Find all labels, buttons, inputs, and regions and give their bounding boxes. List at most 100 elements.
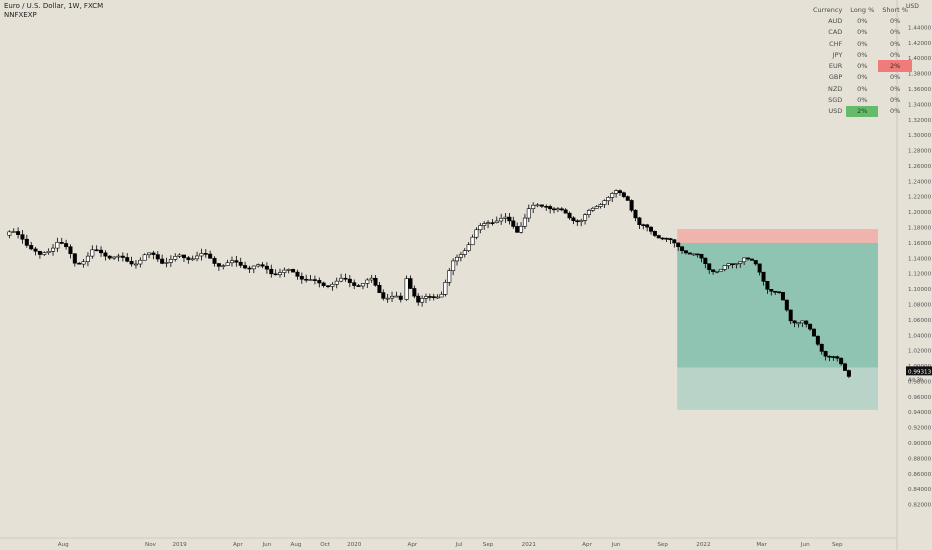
symbol-title[interactable]: Euro / U.S. Dollar, 1W, FXCM — [4, 2, 104, 10]
candle-body — [190, 258, 195, 261]
x-tick-label: Jun — [800, 542, 810, 548]
candle-body — [29, 245, 34, 250]
candle-body — [773, 290, 778, 293]
candle-body — [99, 249, 104, 254]
candle-body — [286, 269, 291, 271]
candle-body — [641, 224, 646, 226]
candle-body — [435, 296, 440, 299]
x-tick-label: 2020 — [347, 542, 362, 548]
candle-body — [277, 272, 282, 276]
candle-body — [544, 205, 549, 208]
candle-body — [614, 190, 619, 194]
short-cell: 2% — [878, 60, 912, 72]
price-axis: USD 1.44000 1.42000 1.40000 1.38000 1.36000 1.… — [896, 0, 932, 550]
table-row: SGD 0% 0% — [809, 94, 912, 105]
candle-body — [482, 223, 487, 226]
indicator-label[interactable]: NNFXEXP — [4, 11, 37, 19]
candle-body — [427, 296, 432, 298]
candle-body — [507, 216, 512, 222]
candle-body — [703, 257, 708, 265]
short-cell: 0% — [889, 107, 901, 116]
candle-body — [229, 260, 234, 264]
candle-body — [707, 263, 712, 271]
candle-body — [238, 261, 243, 266]
candle-body — [431, 296, 436, 298]
short-cell: 0% — [889, 96, 901, 105]
candle-body — [77, 262, 82, 265]
candle-body — [753, 260, 758, 265]
candle-body — [835, 356, 840, 359]
candle-body — [742, 257, 747, 263]
candle-body — [168, 259, 173, 263]
candle-body — [757, 263, 762, 273]
candle-body — [264, 265, 269, 270]
candle-body — [535, 204, 540, 207]
countdown-label: 4d 3h — [908, 377, 923, 383]
candle-body — [555, 208, 560, 211]
candle-body — [526, 208, 531, 219]
candle-body — [398, 295, 403, 300]
candle-body — [617, 190, 622, 194]
candle-body — [610, 193, 615, 198]
candle-body — [112, 256, 117, 259]
candle-body — [369, 277, 374, 281]
candle-body — [7, 231, 12, 236]
candle-body — [423, 296, 428, 299]
x-tick-label: Apr — [582, 542, 592, 548]
candle-body — [317, 280, 322, 284]
long-cell: 0% — [857, 28, 868, 37]
candle-body — [404, 278, 409, 300]
x-tick-label: Sep — [832, 542, 843, 548]
y-tick-label: 1.24000 — [908, 179, 932, 185]
candle-body — [199, 253, 204, 257]
candle-body — [676, 242, 681, 248]
candle-body — [64, 243, 69, 248]
candle-body — [46, 251, 51, 254]
candle-body — [594, 206, 599, 209]
y-tick-label: 1.26000 — [908, 164, 932, 170]
candle-body — [683, 250, 688, 254]
candle-body — [129, 260, 134, 265]
candle-body — [746, 257, 751, 260]
candle-body — [749, 258, 754, 261]
candle-body — [273, 273, 278, 276]
y-tick-label: 1.32000 — [908, 118, 932, 124]
candle-body — [138, 259, 143, 265]
candle-body — [695, 253, 700, 256]
candle-body — [637, 217, 642, 225]
candle-body — [85, 255, 90, 263]
long-cell: 0% — [857, 84, 868, 93]
currency-cell: AUD — [828, 16, 843, 25]
candle-body — [385, 297, 390, 300]
x-tick-label: Jul — [455, 542, 463, 548]
candle-body — [515, 226, 520, 233]
y-tick-label: 1.06000 — [908, 318, 932, 324]
y-tick-label: 1.08000 — [908, 302, 932, 308]
candle-body — [269, 268, 274, 275]
candle-body — [186, 257, 191, 260]
candle-body — [42, 252, 47, 255]
currency-cell: GBP — [828, 73, 843, 82]
candle-body — [552, 208, 557, 211]
candle-body — [765, 280, 770, 290]
candle-body — [72, 253, 77, 264]
y-tick-label: 1.04000 — [908, 333, 932, 339]
candle-body — [734, 263, 739, 265]
y-tick-label: 1.30000 — [908, 133, 932, 139]
x-tick-label: 2019 — [172, 542, 187, 548]
candle-body — [221, 265, 226, 267]
y-tick-label: 1.28000 — [908, 149, 932, 155]
candle-body — [788, 309, 793, 322]
table-row: AUD 0% 0% — [809, 15, 912, 26]
table-row: CHF 0% 0% — [809, 38, 912, 49]
table-row: CAD 0% 0% — [809, 27, 912, 38]
table-row: JPY 0% 0% — [809, 49, 912, 60]
candle-body — [808, 323, 813, 330]
long-cell: 0% — [857, 39, 868, 48]
projection-zone — [677, 367, 878, 410]
candle-body — [664, 237, 669, 240]
candle-body — [633, 209, 638, 219]
candle-body — [59, 242, 64, 244]
x-tick-label: 2022 — [696, 542, 710, 548]
